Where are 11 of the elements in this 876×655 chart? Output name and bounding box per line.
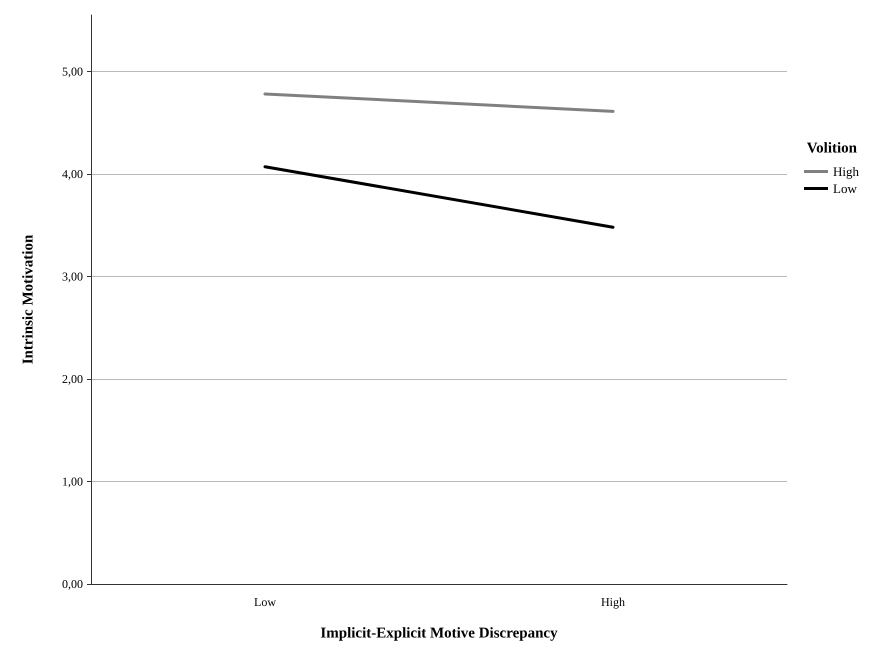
y-tick-label: 1,00 bbox=[62, 474, 83, 488]
x-axis-title: Implicit-Explicit Motive Discrepancy bbox=[320, 626, 558, 642]
y-tick-label: 2,00 bbox=[62, 372, 83, 386]
legend-label: Low bbox=[833, 181, 858, 196]
y-tick-label: 3,00 bbox=[62, 269, 83, 284]
legend-label: High bbox=[833, 164, 860, 179]
y-tick-label: 0,00 bbox=[62, 577, 83, 591]
y-tick-label: 5,00 bbox=[62, 64, 83, 78]
y-tick-label: 4,00 bbox=[62, 166, 83, 181]
y-axis-title: Intrinsic Motivation bbox=[20, 234, 36, 364]
legend-title: Volition bbox=[806, 140, 858, 156]
